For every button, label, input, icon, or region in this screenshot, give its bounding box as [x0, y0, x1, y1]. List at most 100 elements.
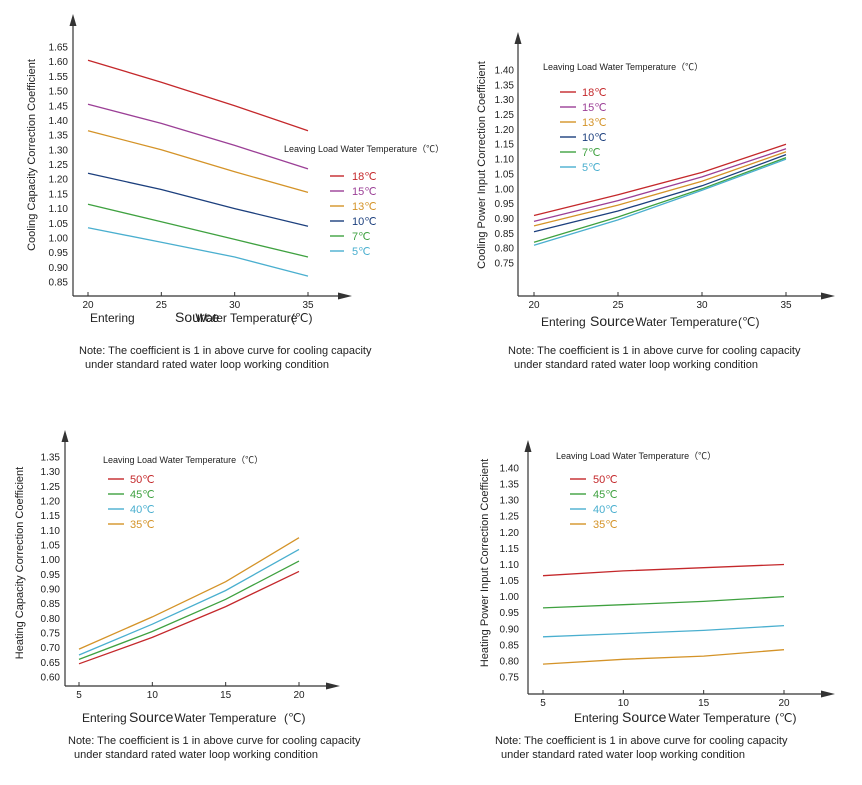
legend-label: 45℃	[593, 489, 618, 501]
y-tick-label: 1.10	[49, 204, 69, 215]
legend: Leaving Load Water Temperature（℃） 50℃ 45℃ 4…	[556, 451, 716, 531]
legend-label: 50℃	[130, 474, 155, 486]
chart-note-heating-capacity: Note: The coefficient is 1 in above curv…	[68, 734, 360, 762]
y-tick-label: 1.30	[41, 467, 61, 478]
x-axis-arrow	[821, 690, 835, 698]
note-line-2: under standard rated water loop working …	[501, 749, 745, 761]
y-tick-label: 1.10	[41, 526, 61, 537]
series-line-2	[78, 560, 300, 661]
y-tick-label: 0.65	[41, 658, 61, 669]
legend-label: 5℃	[352, 246, 370, 258]
x-axis-label-part: (℃)	[738, 315, 759, 329]
legend-label: 40℃	[130, 504, 155, 516]
series-line-1	[533, 143, 787, 217]
x-axis-arrow	[338, 292, 352, 300]
series-line-2	[533, 148, 787, 223]
y-tick-label: 0.80	[495, 244, 515, 255]
legend-label: 5℃	[582, 162, 600, 174]
note-line-1: Note: The coefficient is 1 in above curv…	[68, 735, 361, 747]
x-tick-label: 35	[780, 300, 792, 311]
y-tick-label: 1.30	[500, 496, 520, 507]
y-tick-label: 1.00	[495, 184, 515, 195]
legend-label: 13℃	[582, 117, 607, 129]
y-tick-label: 1.60	[49, 57, 69, 68]
y-tick-label: 1.05	[49, 219, 69, 230]
y-tick-label: 1.15	[500, 544, 520, 555]
x-axis-label-part: Water Temperature	[665, 711, 771, 725]
x-axis-label-part: (℃)	[291, 311, 312, 325]
y-tick-label: 0.85	[49, 278, 69, 289]
y-axis-arrow	[524, 440, 532, 452]
y-tick-label: 1.05	[500, 576, 520, 587]
chart-heating-power: 1.40 1.35 1.30 1.25 1.20 1.15 1.10 1.05 1.00 0.95…	[479, 440, 835, 725]
legend-title: Leaving Load Water Temperature（℃）	[103, 455, 263, 465]
y-tick-label: 0.60	[41, 673, 61, 684]
x-tick-label: 15	[698, 698, 710, 709]
y-tick-label: 1.35	[495, 80, 515, 91]
legend: Leaving Load Water Temperature（℃） 18℃ 15℃ 1…	[543, 62, 703, 174]
note-line-2: under standard rated water loop working …	[514, 359, 758, 371]
y-tick-label: 0.90	[41, 585, 61, 596]
legend-label: 10℃	[352, 216, 377, 228]
y-tick-label: 1.00	[41, 555, 61, 566]
note-line-2: under standard rated water loop working …	[74, 749, 318, 761]
legend-label: 18℃	[352, 171, 377, 183]
chart-note-cooling-power: Note: The coefficient is 1 in above curv…	[508, 344, 800, 372]
y-axis-arrow	[61, 430, 69, 442]
x-tick-label: 10	[618, 698, 630, 709]
x-tick-label: 5	[540, 698, 546, 709]
x-axis-label-part: Entering	[574, 711, 622, 725]
series-line-1	[87, 59, 309, 132]
y-tick-label: 0.95	[500, 608, 520, 619]
y-axis-arrow	[514, 32, 522, 44]
chart-cooling-capacity: 1.65 1.60 1.55 1.50 1.45 1.40 1.35 1.30 1.25 1.20…	[26, 14, 444, 325]
x-tick-label: 10	[147, 690, 159, 701]
x-tick-label: 20	[82, 300, 94, 311]
y-tick-label: 1.55	[49, 72, 69, 83]
x-tick-label: 20	[528, 300, 540, 311]
y-tick-label: 1.15	[495, 140, 515, 151]
y-axis-label: Cooling Capacity Correction Coefficient	[26, 59, 38, 251]
series-line-4	[78, 537, 300, 650]
y-tick-label: 1.50	[49, 87, 69, 98]
legend-label: 35℃	[130, 519, 155, 531]
legend-label: 15℃	[352, 186, 377, 198]
x-axis-label-part: Water Temperature	[192, 311, 298, 325]
x-axis-label: Entering Source Water Temperature (℃)	[574, 709, 796, 725]
note-line-1: Note: The coefficient is 1 in above curv…	[495, 735, 788, 747]
x-tick-label: 25	[156, 300, 168, 311]
series-line-6	[87, 227, 309, 277]
y-tick-label: 0.75	[41, 629, 61, 640]
y-tick-label: 1.40	[49, 116, 69, 127]
chart-note-heating-power: Note: The coefficient is 1 in above curv…	[495, 734, 787, 762]
x-axis-label-part: Water Temperature	[171, 711, 277, 725]
series-line-3	[542, 624, 785, 638]
legend-label: 35℃	[593, 519, 618, 531]
note-line-1: Note: The coefficient is 1 in above curv…	[508, 345, 801, 357]
y-tick-label: 0.80	[41, 614, 61, 625]
y-tick-label: 1.05	[41, 541, 61, 552]
x-axis-arrow	[326, 682, 340, 690]
y-tick-label: 0.95	[41, 570, 61, 581]
y-tick-label: 0.85	[500, 640, 520, 651]
legend: Leaving Load Water Temperature（℃） 50℃ 45℃ 4…	[103, 455, 263, 531]
x-tick-label: 30	[696, 300, 708, 311]
series-line-5	[87, 203, 309, 258]
y-tick-label: 0.90	[500, 624, 520, 635]
legend-label: 7℃	[582, 147, 600, 159]
series-line-3	[533, 151, 787, 227]
x-axis-label: Entering Source Water Temperature(℃)	[82, 709, 305, 725]
x-axis-label-part: Source	[622, 709, 667, 725]
y-tick-label: 1.25	[495, 110, 515, 121]
series-line-5	[533, 156, 787, 243]
y-axis-label: Heating Capacity Correction Coefficient	[14, 467, 26, 659]
chart-note-cooling-capacity: Note: The coefficient is 1 in above curv…	[79, 344, 371, 372]
y-axis-arrow	[69, 14, 77, 26]
y-axis-label: Heating Power Input Correction Coefficie…	[479, 459, 491, 667]
note-line-1: Note: The coefficient is 1 in above curv…	[79, 345, 372, 357]
x-axis-label-part: Source	[175, 309, 220, 325]
x-tick-label: 20	[778, 698, 790, 709]
x-axis-label: Entering Source Water Temperature(℃)	[541, 313, 759, 329]
x-axis-label-part: (℃)	[775, 711, 796, 725]
